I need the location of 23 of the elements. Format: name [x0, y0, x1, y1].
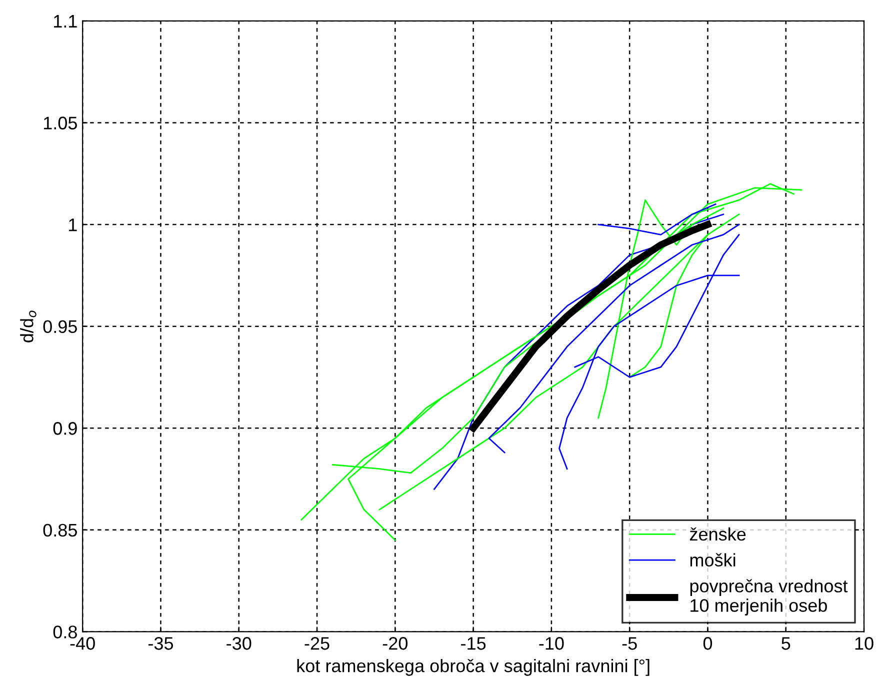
x-tick-label: -25	[304, 637, 330, 650]
x-tick-label: -10	[539, 637, 564, 650]
x-tick-label: -40	[70, 637, 95, 650]
x-tick-label: 0	[703, 637, 712, 650]
x-tick-label: 5	[782, 637, 790, 650]
y-tick-label: 1.05	[44, 116, 77, 130]
y-axis-title: d/d$_{o}$	[20, 310, 36, 342]
x-tick-label: -5	[622, 637, 637, 650]
y-tick-label: 0.8	[53, 626, 77, 638]
legend-label: moški	[690, 553, 736, 567]
x-tick-label: -15	[461, 637, 486, 650]
y-tick-label: 0.95	[43, 320, 77, 334]
legend-label: ženske	[690, 527, 746, 541]
x-tick-label: -30	[226, 637, 252, 650]
y-tick-label: 1.1	[54, 15, 77, 28]
legend-label: povprečna vrednost 10 merjenih oseb	[690, 579, 848, 616]
y-tick-label: 1	[69, 218, 77, 232]
x-axis-title: kot ramenskega obroča v sagitalni ravnini [°]	[297, 658, 650, 676]
y-tick-label: 0.85	[43, 524, 77, 537]
x-tick-label: -35	[148, 637, 174, 650]
x-tick-label: -20	[382, 637, 408, 650]
y-tick-label: 0.9	[53, 422, 77, 435]
x-tick-label: 10	[855, 637, 874, 650]
